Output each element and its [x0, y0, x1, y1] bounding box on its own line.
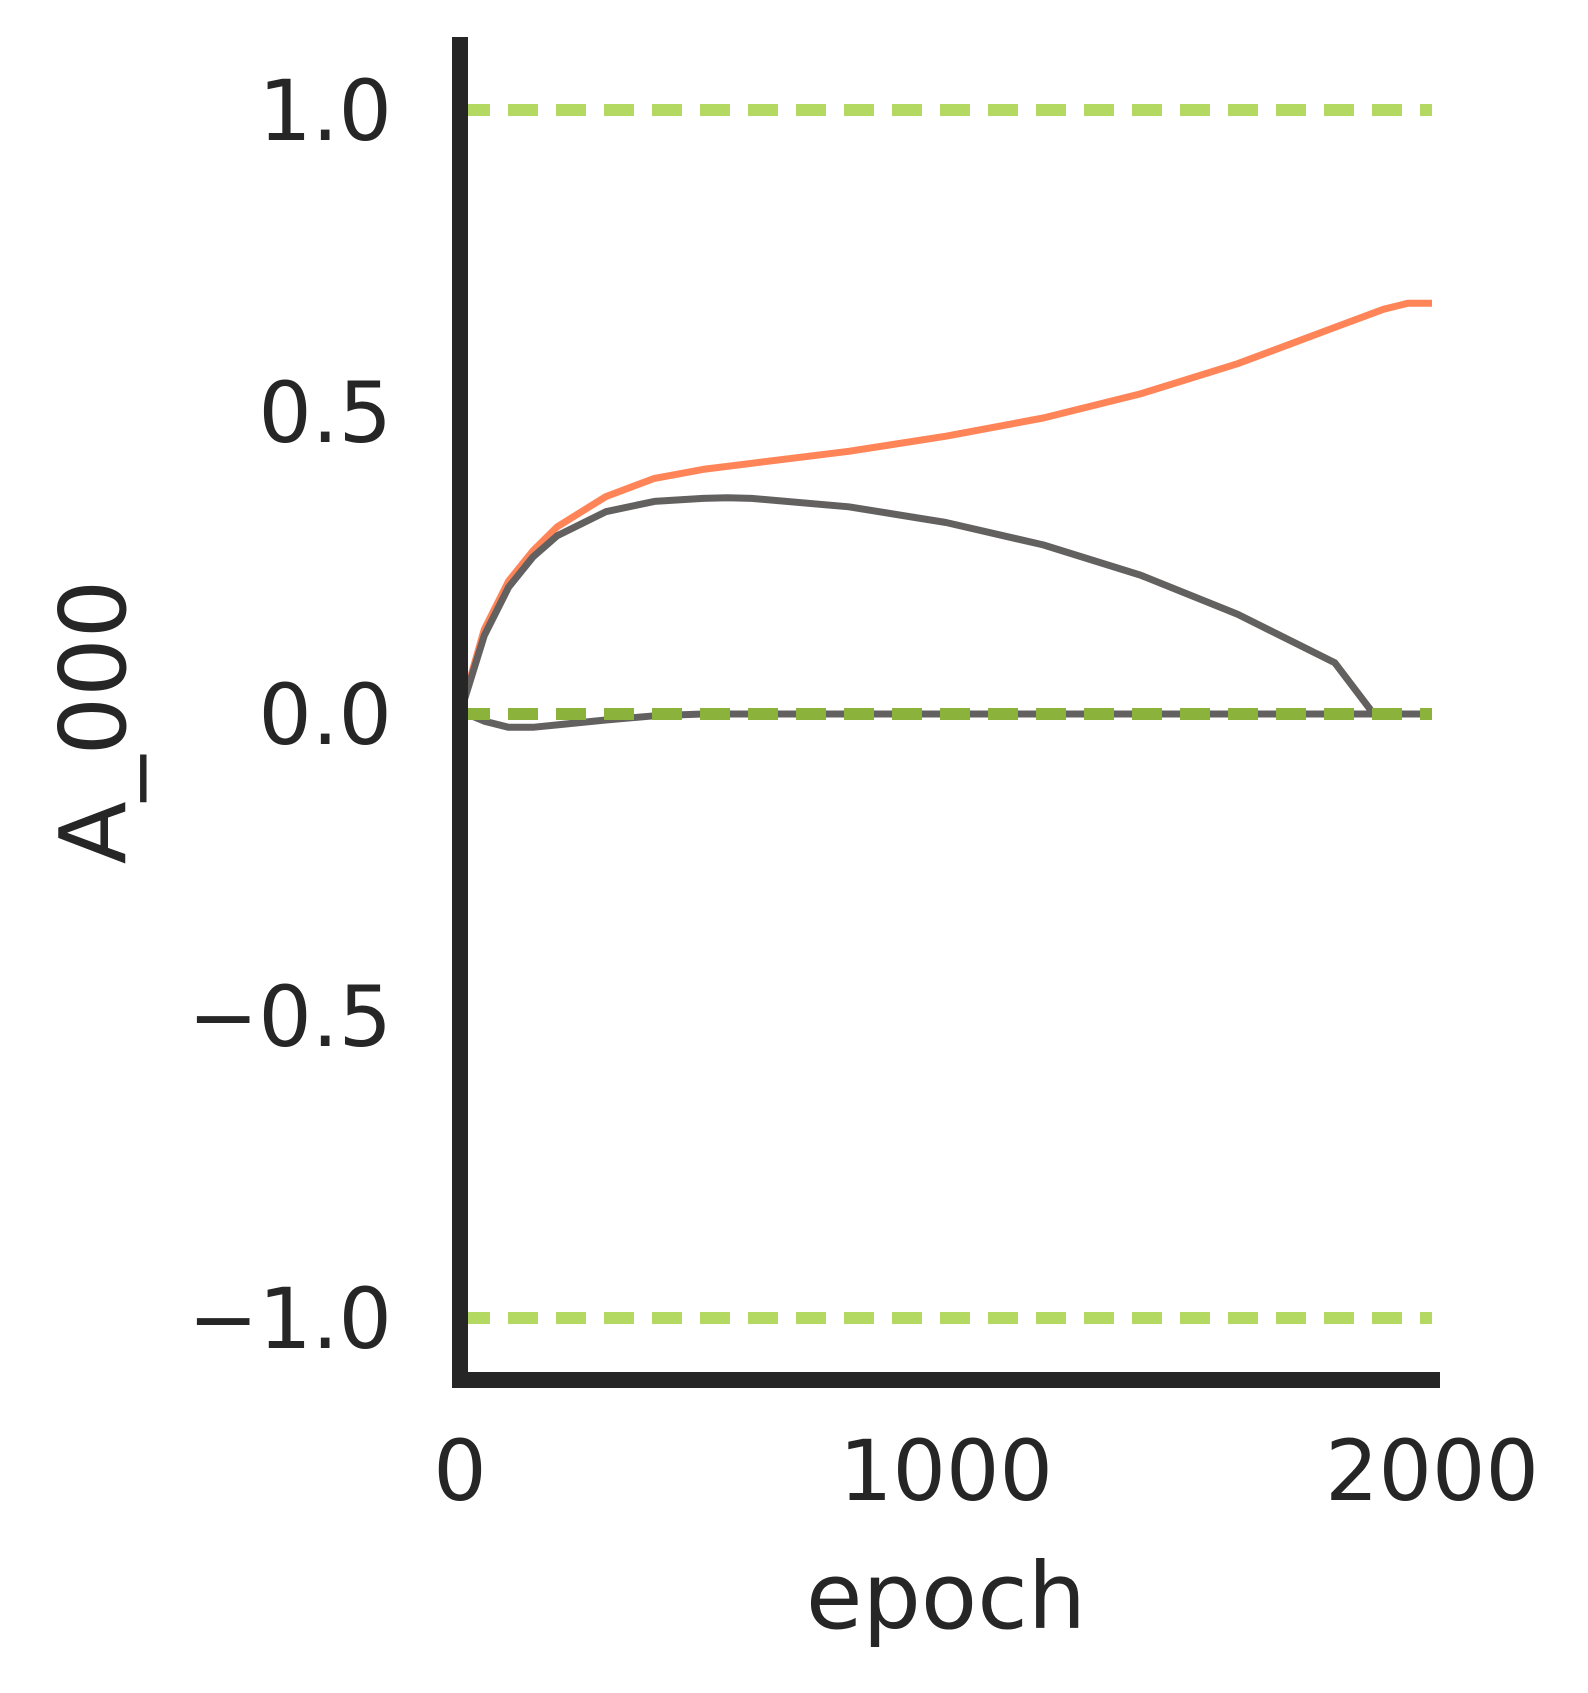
x-tick-labels: 0 1000 2000: [433, 1422, 1539, 1520]
x-tick-label: 0: [433, 1422, 486, 1520]
y-tick-label: 1.0: [258, 62, 392, 160]
x-axis-label: epoch: [806, 1543, 1086, 1650]
series-line-0: [456, 299, 1432, 715]
series-line-2: [458, 707, 1432, 731]
series-line-1: [456, 494, 1432, 718]
y-tick-label: −0.5: [188, 968, 392, 1066]
plot-area: [456, 104, 1432, 1324]
y-tick-label: 0.5: [258, 364, 392, 462]
y-axis-label: A_000: [40, 580, 147, 865]
x-tick-label: 2000: [1325, 1422, 1539, 1520]
y-tick-label: −1.0: [188, 1270, 392, 1368]
x-tick-label: 1000: [839, 1422, 1053, 1520]
y-tick-label: 0.0: [258, 666, 392, 764]
y-tick-labels: −1.0 −0.5 0.0 0.5 1.0: [188, 62, 392, 1368]
